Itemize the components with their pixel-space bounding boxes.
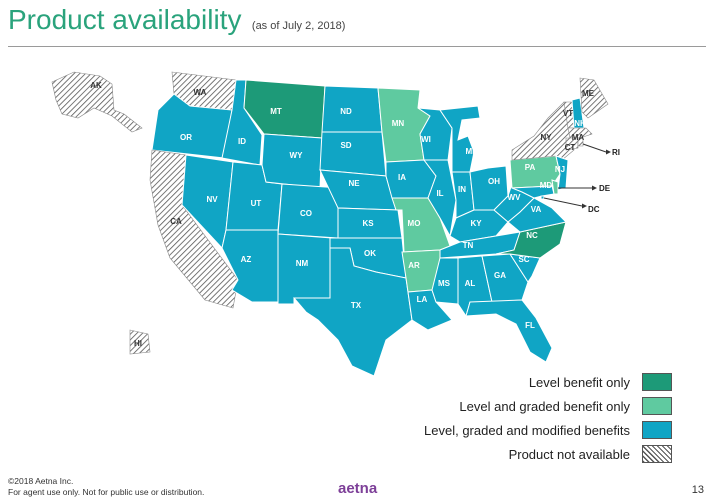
copyright: ©2018 Aetna Inc. (8, 476, 74, 486)
state-ri (577, 137, 584, 147)
legend-item-not-available: Product not available (272, 442, 672, 466)
state-label-id: ID (238, 137, 246, 146)
state-label-nm: NM (296, 259, 309, 268)
state-tx (292, 247, 413, 377)
state-label-ga: GA (494, 271, 506, 280)
state-label-az: AZ (241, 255, 252, 264)
state-me (579, 77, 609, 119)
state-label-mi: MI (466, 147, 475, 156)
state-label-mt: MT (270, 107, 282, 116)
state-label-nc: NC (526, 231, 538, 240)
state-label-vt: VT (563, 109, 573, 118)
legend-item-level-graded: Level and graded benefit only (272, 394, 672, 418)
footer-text: ©2018 Aetna Inc. For agent use only. Not… (8, 476, 204, 498)
legend-swatch (642, 397, 672, 415)
state-label-ia: IA (398, 173, 406, 182)
legend-label: Level and graded benefit only (459, 398, 630, 414)
state-label-ut: UT (251, 199, 262, 208)
state-nm (277, 233, 333, 305)
page-header: Product availability (as of July 2, 2018… (8, 4, 345, 36)
state-label-md: MD (540, 181, 553, 190)
state-label-pa: PA (525, 163, 536, 172)
state-de (551, 179, 559, 195)
state-ct (565, 137, 579, 151)
legend-swatch (642, 421, 672, 439)
state-label-in: IN (458, 185, 466, 194)
state-label-il: IL (436, 189, 443, 198)
state-label-me: ME (582, 89, 595, 98)
state-label-al: AL (465, 279, 476, 288)
state-label-de: DE (599, 184, 611, 193)
state-label-ar: AR (408, 261, 420, 270)
state-label-ak: AK (90, 81, 102, 90)
state-label-nv: NV (206, 195, 218, 204)
state-label-or: OR (180, 133, 192, 142)
state-label-dc: DC (588, 205, 600, 214)
state-label-tx: TX (351, 301, 362, 310)
state-wy (261, 133, 323, 189)
page-number: 13 (691, 484, 704, 496)
us-availability-map: AK WA OR CA ID NV UT AZ MT WY CO NM ND SD NE KS OK TX MN IA… (51, 71, 620, 377)
state-nd (321, 85, 383, 133)
state-label-ca: CA (170, 217, 182, 226)
state-label-ne: NE (348, 179, 360, 188)
state-ma (567, 127, 593, 139)
state-mi (439, 105, 481, 173)
state-label-wv: WV (508, 193, 522, 202)
state-label-sc: SC (518, 255, 529, 264)
legend-label: Product not available (508, 446, 630, 462)
aetna-logo: aetna (338, 480, 378, 497)
state-label-nh: NH (574, 119, 586, 128)
state-dc (540, 195, 545, 200)
state-label-sd: SD (340, 141, 351, 150)
state-label-ma: MA (572, 133, 585, 142)
state-sd (319, 131, 387, 177)
state-label-oh: OH (488, 177, 500, 186)
legend-item-full: Level, graded and modified benefits (272, 418, 672, 442)
page-title: Product availability (8, 4, 242, 35)
state-nc (495, 221, 567, 259)
state-label-ri: RI (612, 148, 620, 157)
legend-label: Level benefit only (528, 374, 630, 390)
state-label-nd: ND (340, 107, 352, 116)
callout-line-dc (543, 197, 583, 207)
state-label-mo: MO (408, 219, 421, 228)
state-label-ms: MS (438, 279, 451, 288)
state-label-wa: WA (194, 88, 207, 97)
state-nj (555, 155, 569, 191)
state-label-fl: FL (525, 321, 535, 330)
callout-arrow-icon (582, 203, 587, 209)
state-ak (51, 71, 143, 133)
legend: Level benefit only Level and graded bene… (272, 370, 672, 466)
state-label-co: CO (300, 209, 312, 218)
state-hi (129, 329, 151, 355)
callout-arrow-icon (606, 149, 611, 155)
state-il (423, 159, 457, 238)
legend-item-level-only: Level benefit only (272, 370, 672, 394)
legend-label: Level, graded and modified benefits (424, 422, 630, 438)
state-label-ct: CT (565, 143, 576, 152)
state-label-ok: OK (364, 249, 376, 258)
state-fl (465, 299, 553, 363)
state-label-mn: MN (392, 119, 405, 128)
legend-swatch (642, 373, 672, 391)
state-label-tn: TN (463, 241, 474, 250)
disclaimer: For agent use only. Not for public use o… (8, 487, 205, 497)
state-label-hi: HI (134, 339, 142, 348)
header-divider (8, 46, 706, 47)
state-label-ny: NY (540, 133, 552, 142)
state-label-la: LA (417, 295, 428, 304)
callout-arrow-icon (592, 185, 597, 191)
state-label-wy: WY (290, 151, 304, 160)
legend-swatch (642, 445, 672, 463)
state-label-wi: WI (421, 135, 431, 144)
page-subtitle: (as of July 2, 2018) (251, 20, 346, 32)
state-label-ky: KY (470, 219, 482, 228)
state-label-nj: NJ (555, 165, 565, 174)
state-label-ks: KS (362, 219, 374, 228)
state-label-va: VA (531, 205, 542, 214)
callout-line-ri (582, 143, 607, 153)
